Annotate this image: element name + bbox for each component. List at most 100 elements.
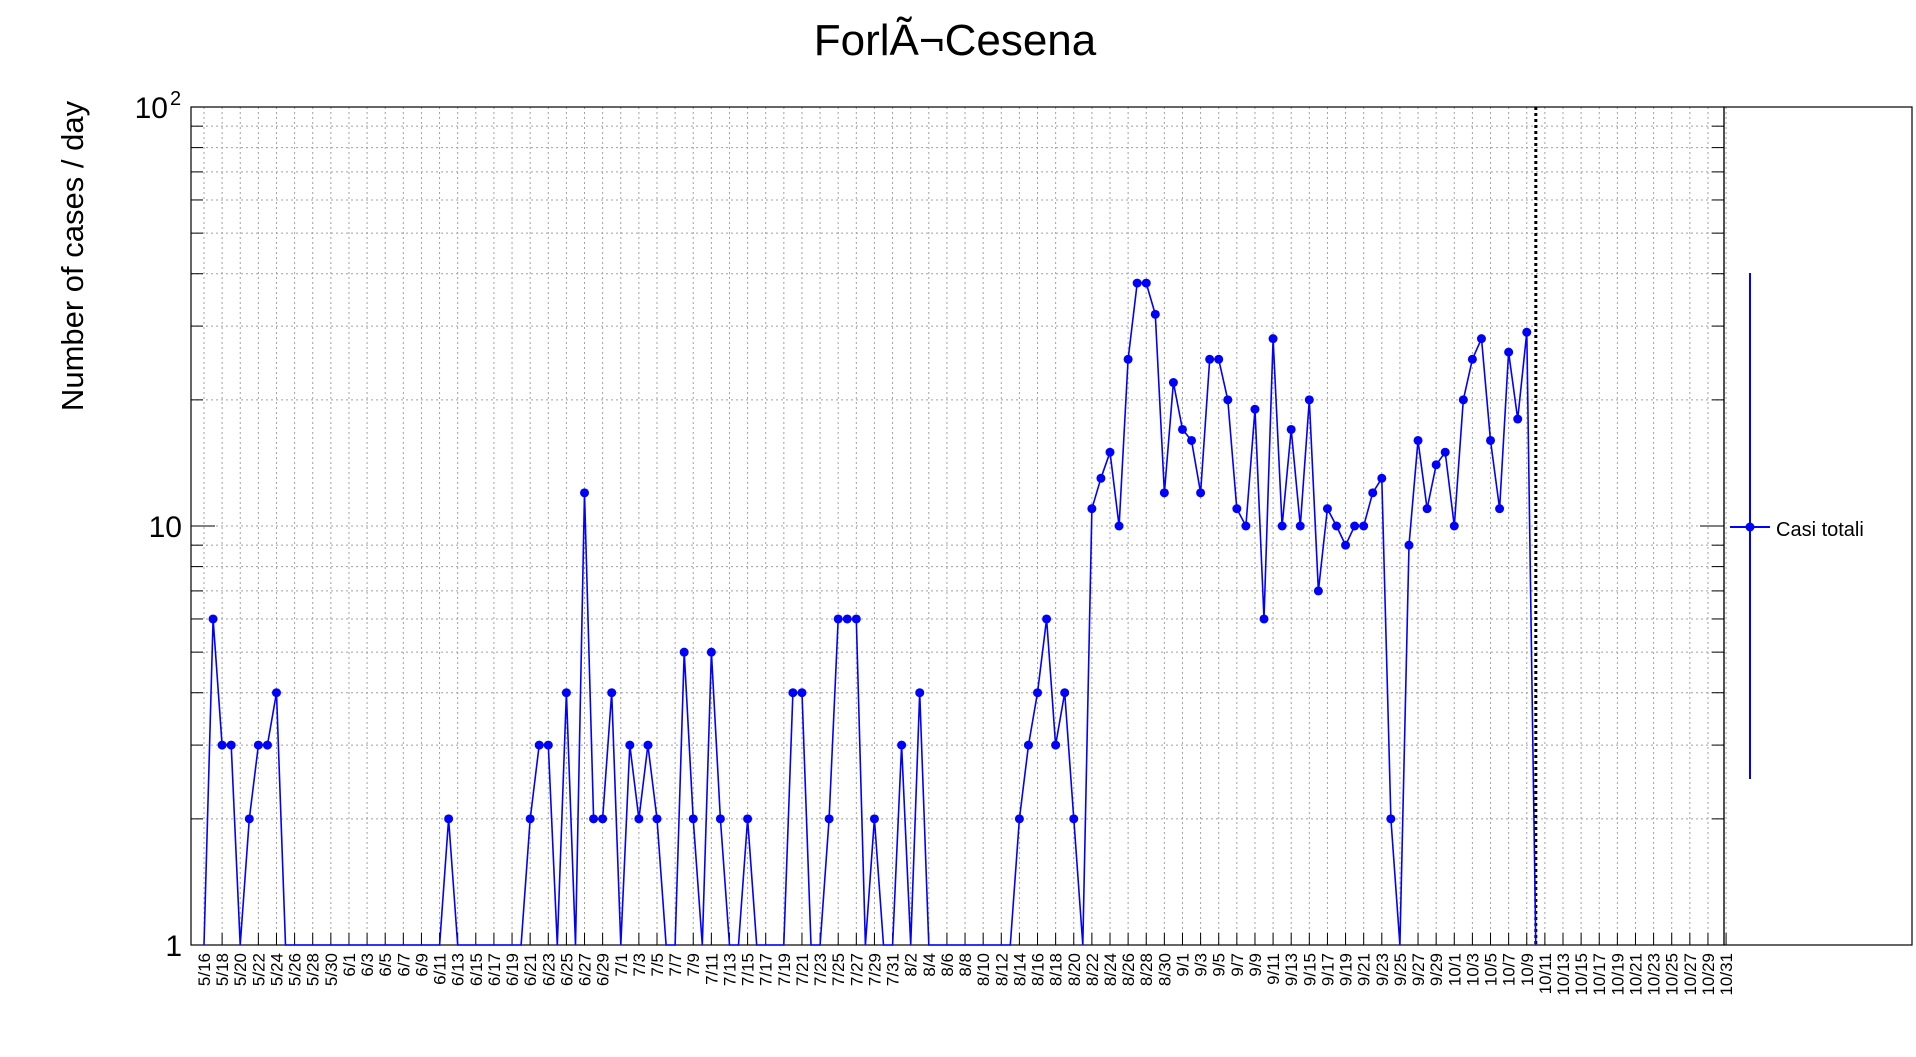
data-point: [1259, 614, 1269, 624]
x-tick-label: 6/9: [412, 953, 431, 977]
data-point: [1422, 504, 1432, 514]
data-point: [842, 614, 852, 624]
data-point: [1286, 424, 1296, 434]
x-tick-label: 10/25: [1663, 953, 1682, 996]
data-point: [1277, 521, 1287, 531]
x-tick-label: 10/23: [1645, 953, 1664, 996]
x-tick-label: 8/22: [1083, 953, 1102, 986]
data-point: [1023, 740, 1033, 750]
x-tick-label: 10/11: [1536, 953, 1555, 994]
x-tick-label: 8/30: [1155, 953, 1174, 986]
x-tick-label: 5/30: [322, 953, 341, 986]
x-tick-label: 8/24: [1101, 953, 1120, 986]
x-tick-label: 6/15: [467, 953, 486, 986]
data-point: [634, 814, 644, 824]
data-point: [869, 814, 879, 824]
data-point: [1241, 521, 1251, 531]
x-tick-label: 10/9: [1518, 953, 1537, 986]
x-tick-label: 9/21: [1355, 953, 1374, 986]
x-tick-label: 6/11: [431, 953, 450, 985]
x-tick-label: 9/15: [1300, 953, 1319, 986]
x-tick-label: 6/3: [358, 953, 377, 977]
x-tick-label: 8/2: [902, 953, 921, 977]
data-point: [1495, 504, 1505, 514]
x-tick-label: 7/27: [847, 953, 866, 986]
data-point: [1051, 740, 1061, 750]
data-point: [1042, 614, 1052, 624]
data-point: [743, 814, 753, 824]
x-tick-label: 9/1: [1173, 953, 1192, 977]
data-point: [1205, 354, 1215, 364]
data-point: [1177, 424, 1187, 434]
x-tick-label: 6/25: [557, 953, 576, 986]
data-point: [1168, 378, 1178, 388]
y-tick-label: 10: [149, 511, 182, 544]
data-point: [561, 688, 571, 698]
x-tick-label: 6/29: [594, 953, 613, 986]
x-tick-label: 9/7: [1228, 953, 1247, 977]
data-point: [534, 740, 544, 750]
data-point: [580, 488, 590, 498]
x-tick-label: 8/16: [1029, 953, 1048, 986]
x-tick-label: 5/22: [249, 953, 268, 986]
data-point: [262, 740, 272, 750]
data-point: [1150, 309, 1160, 319]
x-tick-label: 7/25: [829, 953, 848, 986]
data-point: [1467, 354, 1477, 364]
grid-layer: [191, 107, 1727, 945]
data-point: [1476, 334, 1486, 344]
x-tick-label: 8/4: [920, 953, 939, 977]
data-point: [217, 740, 227, 750]
data-point: [1014, 814, 1024, 824]
data-point: [253, 740, 263, 750]
x-tick-label: 8/20: [1065, 953, 1084, 986]
x-tick-label: 8/14: [1010, 953, 1029, 986]
data-point: [1486, 435, 1496, 445]
data-point: [1087, 504, 1097, 514]
data-point: [598, 814, 608, 824]
data-point: [1187, 435, 1197, 445]
data-point: [1386, 814, 1396, 824]
x-tick-label: 9/9: [1246, 953, 1265, 977]
data-point: [1513, 414, 1523, 424]
x-tick-label: 5/28: [304, 953, 323, 986]
data-point: [1105, 447, 1115, 457]
data-point: [1196, 488, 1206, 498]
x-tick-label: 9/29: [1427, 953, 1446, 986]
x-tick-label: 9/3: [1192, 953, 1211, 977]
x-tick-label: 7/17: [757, 953, 776, 986]
x-tick-label: 6/23: [539, 953, 558, 986]
data-point: [1033, 688, 1043, 698]
x-tick-label: 7/5: [648, 953, 667, 977]
data-point: [1304, 395, 1314, 405]
x-tick-label: 7/3: [630, 953, 649, 977]
x-tick-label: 7/21: [793, 953, 812, 986]
data-point: [1431, 460, 1441, 470]
x-tick-label: 7/19: [775, 953, 794, 986]
x-tick-label: 5/16: [195, 953, 214, 986]
data-point: [1404, 540, 1414, 550]
data-point: [824, 814, 834, 824]
data-point: [833, 614, 843, 624]
data-point: [897, 740, 907, 750]
data-point: [851, 614, 861, 624]
data-point: [589, 814, 599, 824]
x-tick-label: 6/27: [576, 953, 595, 986]
data-point: [1449, 521, 1459, 531]
axis-layer: 5/16 5/18 5/20 5/22 5/24 5/26 5/28 5/30 6/1 6/3 6/…: [135, 88, 1913, 996]
data-point: [1069, 814, 1079, 824]
x-tick-label: 6/5: [376, 953, 395, 977]
data-point: [1123, 354, 1133, 364]
x-tick-label: 8/10: [974, 953, 993, 986]
x-tick-label: 9/5: [1210, 953, 1229, 977]
x-tick-label: 7/15: [739, 953, 758, 986]
x-tick-label: 6/19: [503, 953, 522, 986]
data-point: [625, 740, 635, 750]
data-point: [226, 740, 236, 750]
data-point: [1377, 473, 1387, 483]
x-tick-label: 10/3: [1463, 953, 1482, 986]
data-point: [788, 688, 798, 698]
x-tick-label: 9/11: [1264, 953, 1283, 985]
x-tick-label: 10/31: [1717, 953, 1736, 996]
x-tick-label: 8/12: [992, 953, 1011, 986]
